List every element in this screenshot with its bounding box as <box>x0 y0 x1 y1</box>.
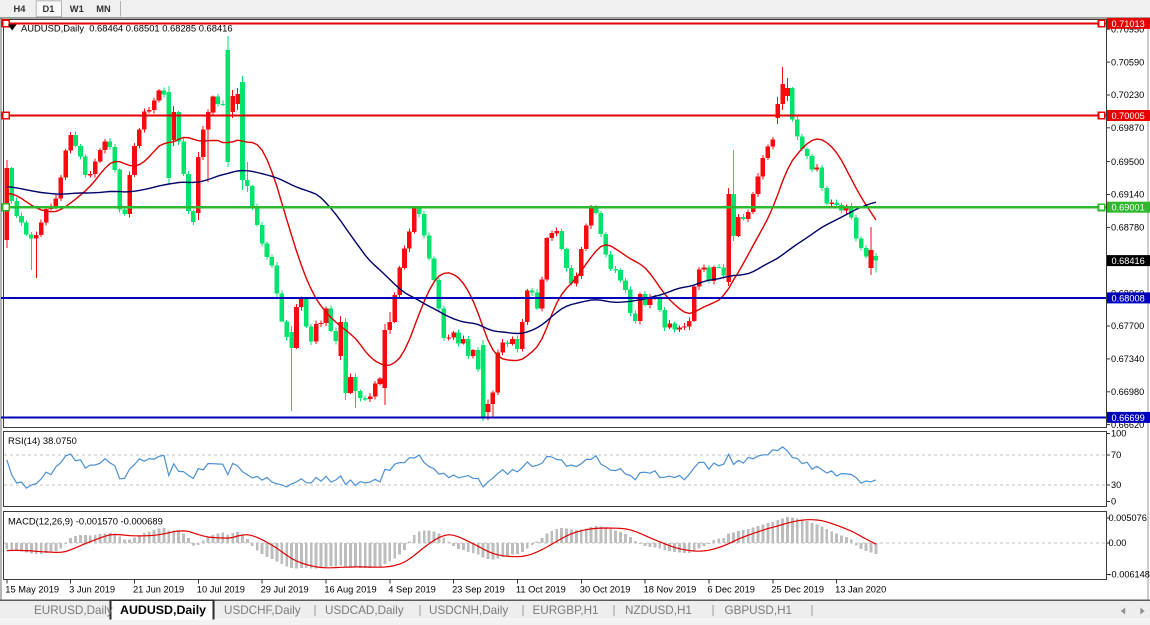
svg-text:USDCNH,Daily: USDCNH,Daily <box>429 604 508 617</box>
svg-text:0.69870: 0.69870 <box>1111 123 1144 133</box>
svg-text:6 Dec 2019: 6 Dec 2019 <box>707 585 755 595</box>
svg-text:D1: D1 <box>43 4 55 14</box>
svg-text:10 Jul 2019: 10 Jul 2019 <box>197 585 245 595</box>
svg-text:23 Sep 2019: 23 Sep 2019 <box>452 585 505 595</box>
svg-text:13 Jan 2020: 13 Jan 2020 <box>835 585 886 595</box>
svg-text:0.70005: 0.70005 <box>1112 111 1145 121</box>
svg-text:30 Oct 2019: 30 Oct 2019 <box>580 585 631 595</box>
svg-text:0.66620: 0.66620 <box>1111 420 1144 430</box>
svg-text:USDCAD,Daily: USDCAD,Daily <box>325 604 404 617</box>
svg-text:W1: W1 <box>70 4 84 14</box>
svg-text:MACD(12,26,9) -0.001570 -0.000: MACD(12,26,9) -0.001570 -0.000689 <box>8 516 163 527</box>
svg-text:|: | <box>712 604 715 617</box>
svg-text:|: | <box>811 604 814 617</box>
svg-text:H4: H4 <box>14 4 27 14</box>
svg-text:0.68416: 0.68416 <box>1112 256 1145 266</box>
svg-text:AUDUSD,Daily: AUDUSD,Daily <box>120 603 206 617</box>
svg-text:0.005076: 0.005076 <box>1109 513 1147 523</box>
svg-text:30: 30 <box>1111 480 1121 490</box>
svg-text:18 Nov 2019: 18 Nov 2019 <box>644 585 697 595</box>
svg-text:EURUSD,Daily: EURUSD,Daily <box>34 604 113 617</box>
svg-text:21 Jun 2019: 21 Jun 2019 <box>133 585 184 595</box>
svg-text:0.68780: 0.68780 <box>1111 223 1144 233</box>
svg-text:0.71013: 0.71013 <box>1112 19 1145 29</box>
svg-text:0.69500: 0.69500 <box>1111 157 1144 167</box>
svg-text:4 Sep 2019: 4 Sep 2019 <box>388 585 436 595</box>
svg-text:11 Oct 2019: 11 Oct 2019 <box>516 585 566 595</box>
svg-text:RSI(14) 38.0750: RSI(14) 38.0750 <box>8 435 77 446</box>
svg-text:25 Dec 2019: 25 Dec 2019 <box>771 585 824 595</box>
svg-text:70: 70 <box>1111 450 1121 460</box>
svg-text:0: 0 <box>1111 497 1116 507</box>
svg-text:0.66980: 0.66980 <box>1111 387 1144 397</box>
svg-text:0.66699: 0.66699 <box>1112 413 1145 423</box>
svg-text:0.67700: 0.67700 <box>1111 321 1144 331</box>
svg-text:-0.006148: -0.006148 <box>1109 570 1150 580</box>
svg-text:USDCHF,Daily: USDCHF,Daily <box>224 604 301 617</box>
svg-text:29 Jul 2019: 29 Jul 2019 <box>261 585 309 595</box>
svg-text:EURGBP,H1: EURGBP,H1 <box>533 604 599 617</box>
svg-text:16 Aug 2019: 16 Aug 2019 <box>324 585 376 595</box>
svg-text:0.70590: 0.70590 <box>1111 57 1144 67</box>
svg-text:0.70230: 0.70230 <box>1111 90 1144 100</box>
svg-text:|: | <box>613 604 616 617</box>
svg-text:0.00: 0.00 <box>1109 538 1127 548</box>
svg-text:0.68008: 0.68008 <box>1112 293 1145 303</box>
svg-text:NZDUSD,H1: NZDUSD,H1 <box>625 604 692 617</box>
svg-text:3 Jun 2019: 3 Jun 2019 <box>69 585 115 595</box>
svg-text:15 May 2019: 15 May 2019 <box>5 585 59 595</box>
svg-text:AUDUSD,Daily 0.68464 0.68501: AUDUSD,Daily 0.68464 0.68501 0.68285 0.6… <box>21 23 233 34</box>
svg-text:0.67340: 0.67340 <box>1111 354 1144 364</box>
svg-text:0.69001: 0.69001 <box>1112 203 1145 213</box>
svg-text:0.69140: 0.69140 <box>1111 190 1144 200</box>
svg-text:0.70950: 0.70950 <box>1111 24 1144 34</box>
svg-text:GBPUSD,H1: GBPUSD,H1 <box>725 604 793 617</box>
svg-text:MN: MN <box>96 4 111 14</box>
svg-text:|: | <box>522 604 525 617</box>
svg-text:|: | <box>314 604 317 617</box>
svg-text:100: 100 <box>1111 429 1126 439</box>
svg-text:|: | <box>419 604 422 617</box>
